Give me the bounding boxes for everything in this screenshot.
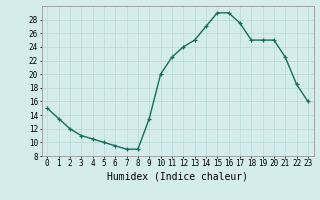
X-axis label: Humidex (Indice chaleur): Humidex (Indice chaleur) xyxy=(107,171,248,181)
